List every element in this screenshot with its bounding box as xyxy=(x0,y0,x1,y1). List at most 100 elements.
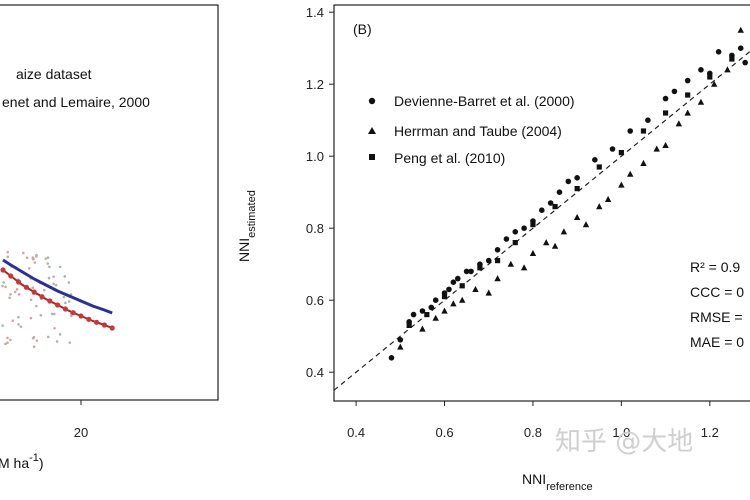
panel-b-y-axis: 0.4 0.6 0.8 1.0 1.2 1.4 xyxy=(306,5,334,380)
data-point-circle xyxy=(556,189,563,195)
data-point-circle xyxy=(468,268,474,275)
background-point xyxy=(29,298,33,302)
panel-a-x-tick-label: 20 xyxy=(74,425,88,440)
data-point-circle xyxy=(494,247,501,253)
data-point-circle xyxy=(684,77,691,84)
background-point xyxy=(64,301,67,305)
background-point xyxy=(46,335,50,339)
background-point xyxy=(48,265,51,269)
background-point xyxy=(42,288,46,292)
data-point-circle xyxy=(428,304,435,311)
background-point xyxy=(6,255,10,259)
x-tick-label: 0.4 xyxy=(347,425,365,440)
panel-b-x-axis: 0.4 0.6 0.8 1.0 1.2 xyxy=(347,401,719,440)
panel-b-x-axis-label-sub: reference xyxy=(546,481,592,493)
data-point-circle xyxy=(512,229,519,235)
background-point xyxy=(29,316,33,320)
data-point-triangle xyxy=(684,109,691,116)
background-point xyxy=(58,265,62,269)
stat-ccc: CCC = 0 xyxy=(690,284,744,300)
data-point-triangle xyxy=(582,221,590,228)
panel-a-legend-1: aize dataset xyxy=(16,66,92,82)
data-point-square xyxy=(685,92,691,98)
data-point-circle xyxy=(450,279,457,286)
background-point xyxy=(52,275,55,278)
background-point xyxy=(32,345,36,349)
red-curve-marker xyxy=(8,273,14,279)
data-point-triangle xyxy=(507,260,515,267)
data-point-square xyxy=(662,110,669,116)
background-point xyxy=(6,341,9,344)
panel-a-blue-curve xyxy=(2,258,113,315)
background-point xyxy=(6,336,9,340)
red-curve-marker xyxy=(23,284,29,290)
y-tick-label: 0.8 xyxy=(306,221,324,236)
red-curve-marker xyxy=(94,319,100,325)
data-point-triangle xyxy=(397,343,404,350)
data-point-square xyxy=(729,56,735,62)
data-point-circle xyxy=(397,337,404,343)
background-point xyxy=(2,281,5,284)
data-point-triangle xyxy=(494,275,501,282)
data-point-triangle xyxy=(627,170,634,177)
data-point-triangle xyxy=(604,195,612,202)
data-point-square xyxy=(441,294,448,300)
data-point-triangle xyxy=(543,239,550,246)
background-point xyxy=(4,285,7,289)
red-curve-marker xyxy=(70,310,76,316)
data-point-triangle xyxy=(432,314,439,321)
background-point xyxy=(46,256,50,259)
background-point xyxy=(25,256,29,260)
background-point xyxy=(11,319,15,323)
data-point-triangle xyxy=(459,296,466,303)
legend-label-devienne: Devienne-Barret et al. (2000) xyxy=(394,93,575,109)
data-point-circle xyxy=(432,297,439,304)
data-point-circle xyxy=(645,117,651,123)
data-point-triangle xyxy=(711,80,718,87)
data-point-square xyxy=(424,312,430,318)
data-point-triangle xyxy=(573,213,581,220)
data-point-circle xyxy=(521,225,527,231)
background-point xyxy=(53,312,56,316)
background-point xyxy=(17,323,20,326)
data-point-circle xyxy=(592,157,598,163)
data-point-square xyxy=(574,186,580,192)
background-point xyxy=(62,295,66,299)
panel-b-y-axis-label-main: NNI xyxy=(236,238,252,262)
data-point-square xyxy=(707,74,713,80)
background-point xyxy=(6,250,10,254)
background-point xyxy=(55,340,59,343)
panel-a-x-axis-label-main: M ha xyxy=(0,455,29,471)
data-point-triangle xyxy=(662,141,669,148)
background-point xyxy=(58,333,62,336)
legend-marker-square xyxy=(369,154,375,160)
panel-b-reference-line xyxy=(333,50,750,391)
data-point-circle xyxy=(737,45,744,51)
data-point-triangle xyxy=(724,66,731,73)
data-point-triangle xyxy=(618,181,625,188)
y-tick-label: 0.4 xyxy=(306,365,324,380)
data-point-triangle xyxy=(675,120,683,127)
data-point-circle xyxy=(463,268,470,275)
background-point xyxy=(17,315,20,319)
panel-a-red-curve xyxy=(2,269,113,329)
background-point xyxy=(50,312,54,316)
red-curve-marker xyxy=(62,306,68,312)
background-point xyxy=(46,262,49,265)
data-point-circle xyxy=(574,175,580,181)
data-point-circle xyxy=(671,88,678,95)
background-point xyxy=(44,257,47,260)
panel-a-background-points xyxy=(1,250,73,349)
red-curve-marker xyxy=(31,289,37,295)
data-point-triangle xyxy=(450,300,457,307)
red-curve-marker xyxy=(39,294,45,300)
data-point-circle xyxy=(410,311,417,318)
data-point-circle xyxy=(742,59,748,66)
data-point-triangle xyxy=(697,98,705,105)
panel-b-frame xyxy=(333,4,750,402)
data-point-circle xyxy=(388,355,395,361)
background-point xyxy=(54,283,58,287)
data-point-square xyxy=(552,204,558,210)
legend-marker-circle xyxy=(368,97,376,105)
data-point-square xyxy=(640,128,647,134)
